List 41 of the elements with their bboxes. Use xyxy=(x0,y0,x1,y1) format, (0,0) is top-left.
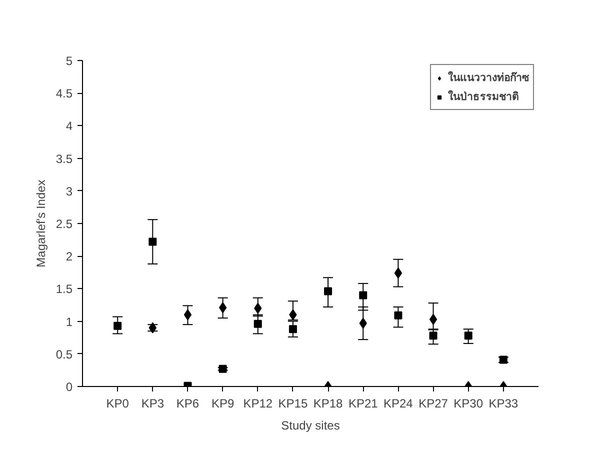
legend-label: ในป่าธรรมชาติ xyxy=(448,89,519,105)
x-tick-label: KP27 xyxy=(418,396,448,410)
y-tick-label: 5 xyxy=(66,54,73,68)
x-tick-label: KP12 xyxy=(243,396,273,410)
x-tick-label: KP30 xyxy=(454,396,484,410)
point xyxy=(218,364,227,373)
x-axis-title: Study sites xyxy=(281,418,340,432)
y-axis-title: Magarlef's Index xyxy=(34,180,48,268)
x-tick-label: KP3 xyxy=(141,396,164,410)
x-tick-label: KP9 xyxy=(211,396,234,410)
point xyxy=(394,268,402,279)
y-tick-label: 2 xyxy=(66,250,73,264)
y-tick-label: 3 xyxy=(66,184,73,198)
x-tick-label: KP18 xyxy=(313,396,344,410)
x-tick-label: KP33 xyxy=(488,396,518,410)
y-tick-label: 3.5 xyxy=(56,152,73,166)
point xyxy=(288,325,297,334)
x-tick-label: KP15 xyxy=(278,396,308,410)
legend-label: ในแนววางท่อก๊าซ xyxy=(448,70,529,86)
y-tick-label: 1 xyxy=(66,314,73,329)
y-tick-label: 4 xyxy=(66,119,73,134)
point xyxy=(148,238,157,246)
y-tick-label: 2.5 xyxy=(56,217,73,231)
point xyxy=(429,314,438,325)
point xyxy=(254,320,262,328)
point xyxy=(359,291,368,300)
point xyxy=(464,332,472,340)
y-tick-label: 4.5 xyxy=(56,86,73,101)
point xyxy=(114,322,122,330)
x-tick-label: KP6 xyxy=(176,396,200,410)
y-tick-label: 0 xyxy=(66,380,73,394)
y-tick-label: 0.5 xyxy=(56,347,73,362)
point xyxy=(218,302,227,314)
point xyxy=(394,311,402,320)
x-tick-label: KP24 xyxy=(384,396,414,410)
point xyxy=(429,332,438,340)
point xyxy=(184,309,192,320)
y-tick-label: 1.5 xyxy=(56,282,73,296)
x-tick-label: KP21 xyxy=(348,396,378,410)
point xyxy=(324,287,332,296)
x-tick-label: KP0 xyxy=(106,396,130,410)
